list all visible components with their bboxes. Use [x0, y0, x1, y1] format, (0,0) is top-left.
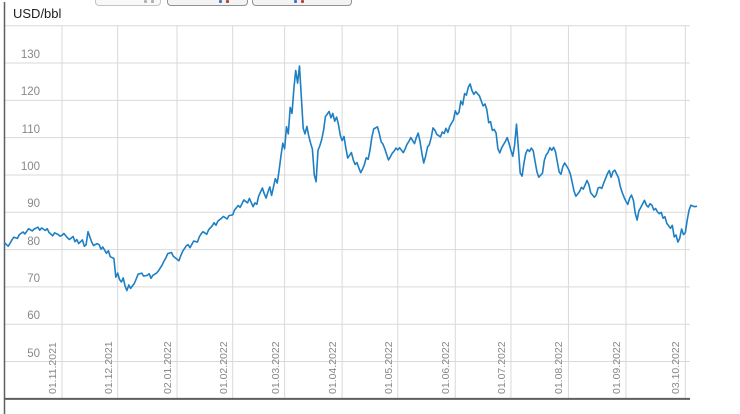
x-axis-label: 01.06.2022	[440, 341, 453, 394]
x-axis-label: 01.11.2021	[47, 342, 59, 394]
y-axis-label: 80	[27, 235, 40, 248]
button-icon-fragment	[226, 0, 229, 3]
toolbar-button-3[interactable]	[252, 0, 352, 6]
y-axis-label: 120	[20, 86, 40, 99]
toolbar-button-1[interactable]	[95, 0, 161, 6]
x-axis-label: 01.09.2022	[610, 341, 623, 394]
x-axis-label: 01.03.2022	[269, 341, 282, 394]
button-icon-fragment	[219, 0, 222, 3]
y-axis-label: 90	[27, 198, 40, 211]
x-axis-label: 01.12.2021	[102, 341, 115, 394]
x-axis-label: 02.01.2022	[162, 341, 175, 394]
x-axis-label: 01.07.2022	[495, 341, 508, 394]
button-icon-fragment	[144, 0, 147, 3]
x-axis-label: 01.05.2022	[382, 341, 395, 394]
y-axis-label: 110	[21, 123, 40, 136]
x-axis-label: 01.02.2022	[217, 341, 230, 394]
x-axis-label: 03.10.2022	[670, 341, 683, 394]
y-axis-label: 100	[20, 160, 40, 173]
x-axis-label: 01.04.2022	[327, 341, 340, 394]
y-axis-unit-label: USD/bbl	[13, 6, 62, 21]
y-axis-label: 130	[20, 49, 40, 61]
price-line	[3, 65, 698, 292]
y-axis-label: 60	[27, 310, 40, 323]
toolbar-button-2[interactable]	[167, 0, 248, 6]
button-icon-fragment	[151, 0, 154, 3]
x-axis-label: 01.08.2022	[553, 341, 566, 394]
button-icon-fragment	[301, 0, 304, 3]
button-icon-fragment	[294, 0, 297, 3]
y-axis-label: 50	[27, 347, 40, 360]
y-axis-label: 70	[27, 272, 40, 285]
